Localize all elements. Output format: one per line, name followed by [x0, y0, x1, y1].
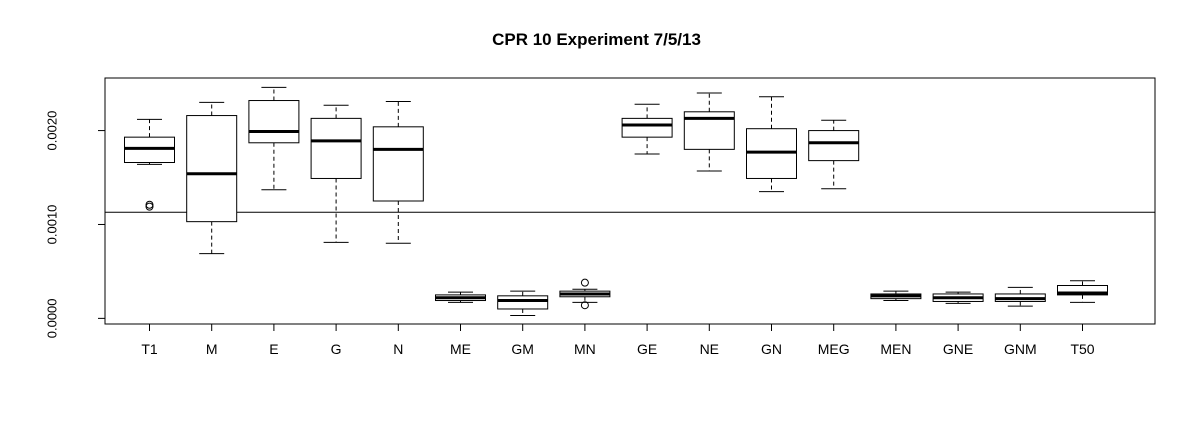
x-tick-label: M	[206, 341, 218, 357]
y-tick-label: 0.0020	[44, 111, 59, 151]
x-tick-label: GNM	[1004, 341, 1037, 357]
box	[186, 115, 238, 223]
y-tick-label: 0.0010	[44, 205, 59, 245]
outlier-point	[580, 301, 589, 310]
x-tick-label: T1	[141, 341, 158, 357]
plot-frame	[104, 77, 1156, 325]
x-tick-label: NE	[700, 341, 719, 357]
chart-title: CPR 10 Experiment 7/5/13	[492, 30, 701, 49]
x-tick-label: MN	[574, 341, 596, 357]
x-tick-label: GNE	[943, 341, 973, 357]
x-tick-label: GM	[511, 341, 534, 357]
y-tick-label: 0.0000	[44, 298, 59, 338]
box	[310, 117, 362, 179]
box	[1057, 285, 1108, 296]
x-tick-label: MEN	[880, 341, 911, 357]
x-tick-label: GN	[761, 341, 782, 357]
x-tick-label: GE	[637, 341, 657, 357]
x-tick-label: N	[393, 341, 403, 357]
box	[808, 130, 860, 162]
outlier-point	[580, 278, 589, 287]
x-tick-label: T50	[1070, 341, 1094, 357]
outlier-point	[145, 200, 154, 209]
box	[372, 126, 424, 202]
box	[497, 295, 549, 310]
x-tick-label: ME	[450, 341, 471, 357]
x-tick-label: MEG	[818, 341, 850, 357]
x-tick-label: G	[331, 341, 342, 357]
x-tick-label: E	[269, 341, 278, 357]
box	[248, 100, 300, 144]
box	[621, 117, 673, 138]
